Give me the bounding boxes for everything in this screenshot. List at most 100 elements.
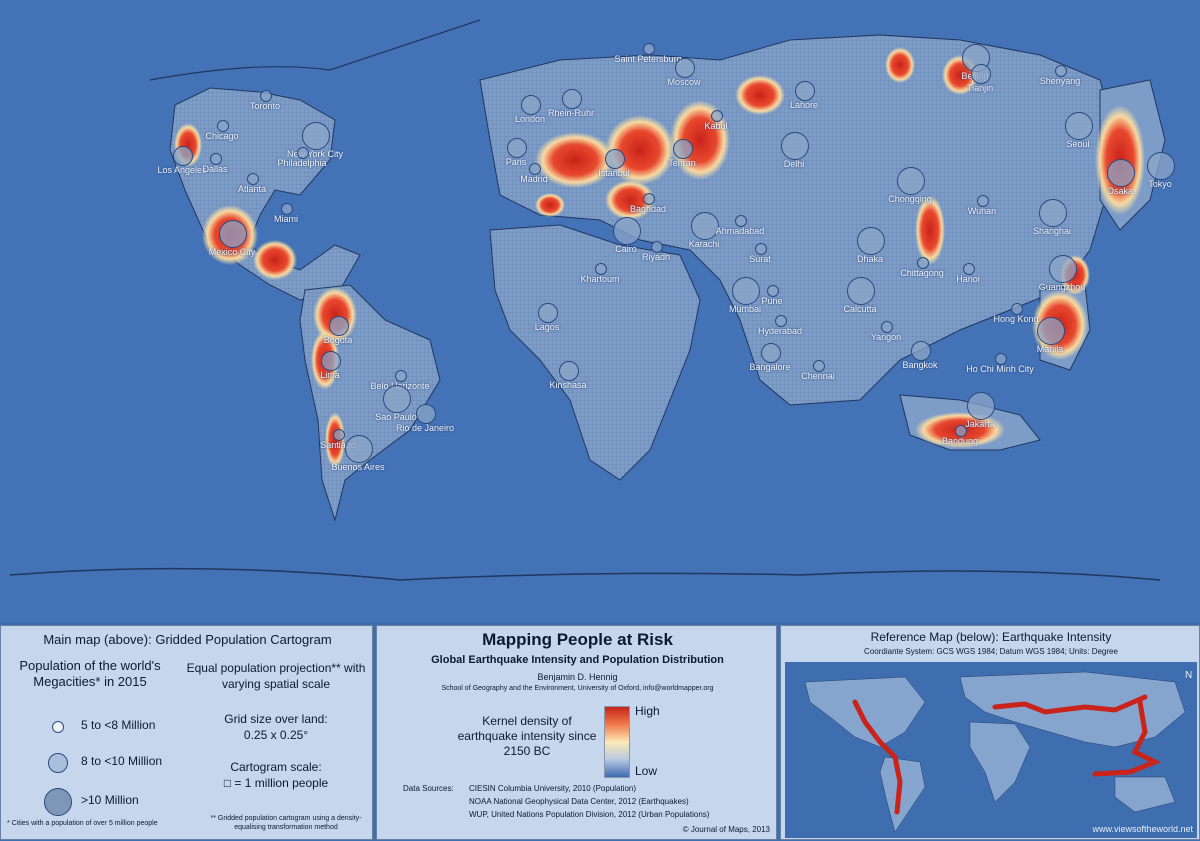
author: Benjamin D. Hennig [537, 672, 618, 682]
city-label: Moscow [667, 77, 701, 87]
city-marker [781, 132, 809, 160]
city-label: Lahore [789, 100, 819, 110]
city-label: Lagos [534, 322, 560, 332]
city-marker [383, 385, 411, 413]
city-label: Tokyo [1148, 179, 1172, 189]
legend-label: 8 to <10 Million [81, 754, 163, 768]
city-label: Atlanta [237, 184, 267, 194]
city-marker [1039, 199, 1067, 227]
legend-label: >10 Million [81, 793, 139, 807]
city-label: Paris [505, 157, 527, 167]
reference-map: N www.viewsoftheworld.net [785, 662, 1197, 838]
city-label: Rhein-Ruhr [547, 108, 595, 118]
city-label: Los Angeles [157, 165, 207, 175]
city-marker [1049, 255, 1077, 283]
city-marker [643, 193, 655, 205]
city-marker [1065, 112, 1093, 140]
city-label: Rio de Janeiro [395, 423, 455, 433]
city-marker [673, 139, 693, 159]
city-marker [1055, 65, 1067, 77]
city-label: Riyadh [641, 252, 671, 262]
city-label: Bangkok [902, 360, 938, 370]
city-label: Pune [761, 296, 783, 306]
city-marker [173, 146, 193, 166]
city-label: Ho Chi Minh City [966, 364, 1034, 374]
city-label: Shenyang [1039, 76, 1081, 86]
source-2: NOAA National Geophysical Data Center, 2… [469, 797, 689, 806]
city-marker [217, 120, 229, 132]
city-label: London [514, 114, 546, 124]
city-marker [732, 277, 760, 305]
city-marker [281, 203, 293, 215]
population-heading: Population of the world's Megacities* in… [19, 658, 161, 689]
city-label: Baghdad [629, 204, 667, 214]
city-marker [761, 343, 781, 363]
map-subtitle: Global Earthquake Intensity and Populati… [431, 654, 724, 666]
city-marker [297, 147, 309, 159]
city-marker [847, 277, 875, 305]
city-marker [395, 370, 407, 382]
city-label: Guangzhou [1038, 282, 1086, 292]
city-marker [210, 153, 222, 165]
city-marker [795, 81, 815, 101]
city-label: Yangon [870, 332, 902, 342]
scale-value: □ = 1 million people [223, 776, 329, 790]
city-label: Chittagong [900, 268, 944, 278]
city-marker [416, 404, 436, 424]
city-label: Delhi [783, 159, 805, 169]
city-marker [1147, 152, 1175, 180]
city-label: Santiago [320, 440, 356, 450]
intensity-gradient-bar [604, 706, 630, 778]
city-marker [897, 167, 925, 195]
city-marker [613, 217, 641, 245]
city-label: Dallas [202, 164, 228, 174]
city-label: Jakarta [965, 419, 995, 429]
ref-australia [1114, 776, 1176, 813]
kernel-density-label: Kernel density of earthquake intensity s… [457, 714, 597, 758]
legend-low: Low [635, 764, 658, 778]
city-marker [955, 425, 967, 437]
city-label: Philadelphia [277, 158, 327, 168]
city-marker [562, 89, 582, 109]
city-marker [643, 43, 655, 55]
city-label: Hanoi [956, 274, 980, 284]
city-marker [711, 110, 723, 122]
sources-label: Data Sources: [403, 784, 454, 793]
footnote-cities: * Cities with a population of over 5 mil… [7, 820, 158, 827]
city-marker [775, 315, 787, 327]
city-label: Osaka [1106, 186, 1134, 196]
city-marker [755, 243, 767, 255]
city-marker [1107, 159, 1135, 187]
city-label: Wuhan [967, 206, 997, 216]
city-marker [321, 351, 341, 371]
city-label: Madrid [520, 174, 548, 184]
city-marker [971, 64, 991, 84]
city-label: Manila [1036, 344, 1064, 354]
city-label: Miami [274, 214, 298, 224]
city-label: Cairo [615, 244, 637, 254]
city-label: Seoul [1066, 139, 1090, 149]
city-marker [813, 360, 825, 372]
city-label: Mexico City [208, 247, 256, 257]
city-marker [917, 257, 929, 269]
source-1: CIESIN Columbia University, 2010 (Popula… [469, 784, 637, 793]
city-label: Khartoum [580, 274, 620, 284]
antarctica-outline [9, 567, 1161, 581]
city-marker [967, 392, 995, 420]
city-marker [329, 316, 349, 336]
city-label: Buenos Aires [331, 462, 385, 472]
city-label: Bogota [323, 335, 353, 345]
ref-africa [969, 721, 1031, 803]
city-label: Istanbul [598, 168, 630, 178]
city-marker [767, 285, 779, 297]
map-title: Mapping People at Risk [482, 630, 673, 649]
city-label: Chennai [801, 371, 835, 381]
city-marker [219, 220, 247, 248]
north-arrow: N [1185, 670, 1192, 681]
footnote-cartogram: ** Gridded population cartogram using a … [210, 815, 362, 831]
city-marker [302, 122, 330, 150]
watermark: www.viewsoftheworld.net [1092, 824, 1193, 834]
city-label: Bangalore [749, 362, 791, 372]
city-marker [1011, 303, 1023, 315]
city-marker [675, 58, 695, 78]
